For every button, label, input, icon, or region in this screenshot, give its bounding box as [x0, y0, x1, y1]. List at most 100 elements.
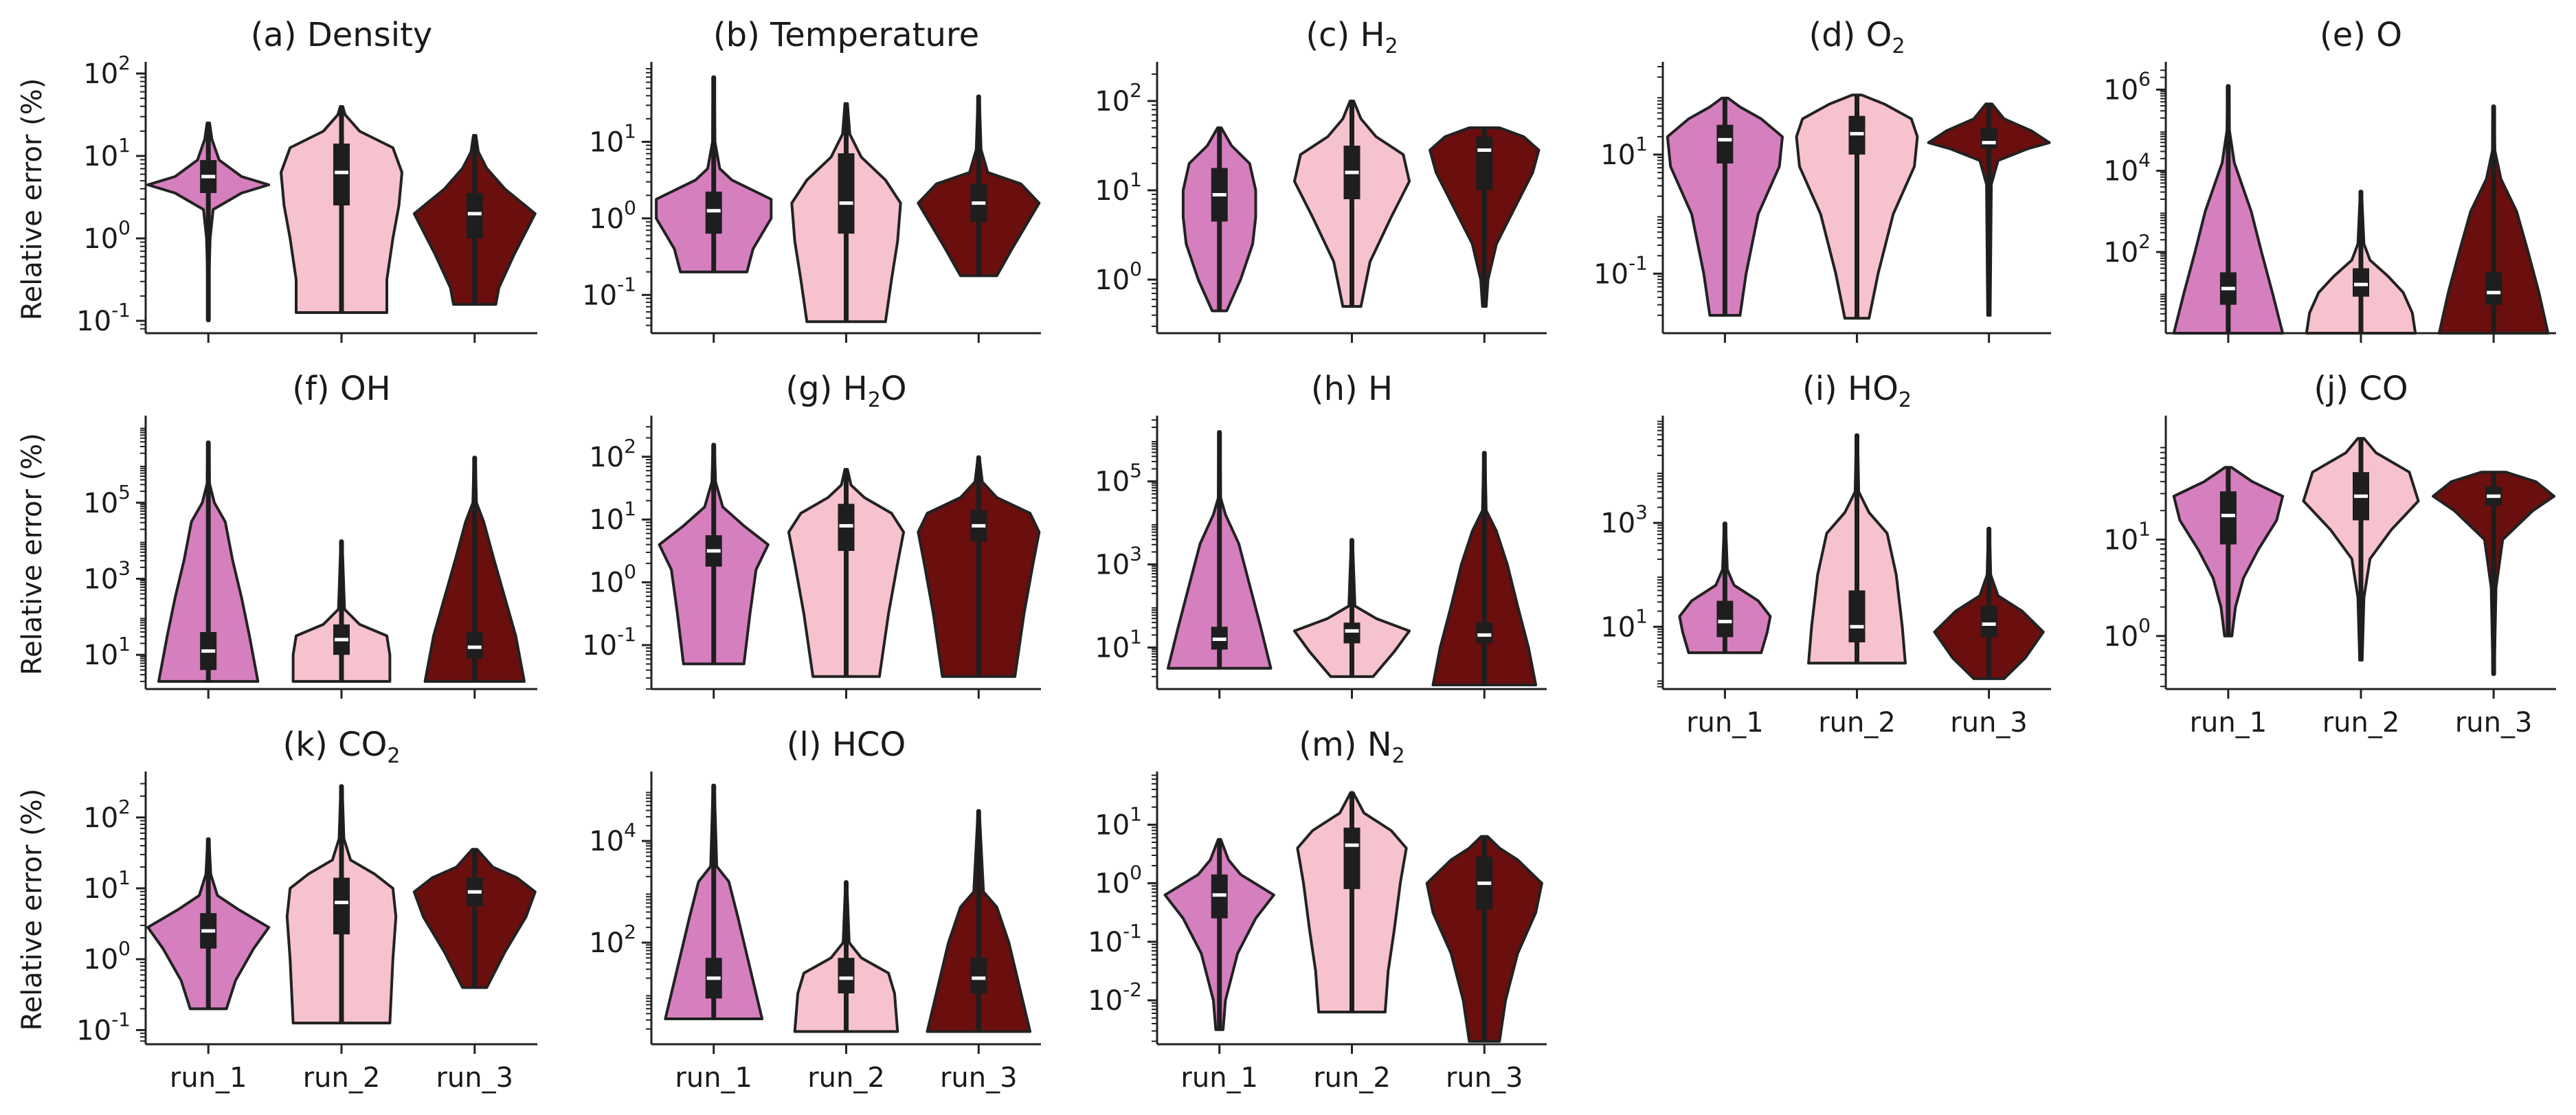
violin-run_1: [146, 122, 271, 343]
y-tick-label: 10-2: [1088, 978, 1142, 1017]
iqr-box: [2353, 268, 2369, 297]
y-tick-label: 103: [83, 556, 131, 595]
violin-run_3: [1429, 126, 1541, 343]
subplot-5: 102 104 106 (e) O: [2103, 16, 2556, 343]
y-tick-label: 101: [83, 866, 131, 905]
panel-title: (c) H2: [1306, 16, 1398, 58]
subplot-3: 100 101 102 (c) H2: [1095, 16, 1547, 343]
y-tick-label: 100: [2103, 614, 2151, 653]
violin-run_1: run_1: [1678, 521, 1772, 739]
panel-title: (g) H2O: [785, 370, 906, 412]
iqr-box: [1716, 124, 1734, 164]
y-tick-label: 105: [1095, 460, 1142, 498]
y-tick-label: 102: [589, 435, 636, 473]
violin-run_1: run_1: [2172, 466, 2285, 739]
y-tick-label: 104: [2103, 149, 2151, 188]
y-tick-label: 10-1: [76, 299, 131, 337]
subplot-13: 10-2 10-1 100 101 run_1 run_2 run_3 (m) N2: [1088, 725, 1547, 1094]
y-tick-label: 10-1: [582, 623, 636, 662]
violin-run_2: [1292, 538, 1411, 699]
subplot-2: 10-1 100 101 (b) Temperature: [582, 16, 1041, 343]
violin-run_1: [2172, 84, 2285, 343]
violin-run_3: [412, 134, 537, 343]
y-tick-label: 105: [83, 481, 131, 519]
violin-run_3: run_3: [412, 848, 537, 1094]
x-tick-label: run_3: [1446, 1062, 1523, 1094]
y-tick-label: 101: [589, 497, 636, 536]
panel-title: (l) HCO: [787, 725, 906, 764]
violin-run_3: [917, 94, 1041, 343]
violin-run_3: run_3: [1425, 835, 1543, 1094]
violin-run_3: [1927, 102, 2051, 343]
violin-run_1: [157, 440, 260, 699]
violin-run_2: run_2: [1296, 791, 1408, 1094]
violin-run_3: run_3: [926, 809, 1032, 1094]
y-axis-label: Relative error (%): [16, 78, 48, 321]
violin-run_1: [1181, 126, 1257, 343]
panel-title: (m) N2: [1299, 725, 1404, 768]
iqr-box: [970, 958, 987, 994]
violin-run_3: [917, 455, 1041, 699]
iqr-box: [2485, 272, 2502, 305]
y-tick-label: 10-1: [1593, 251, 1648, 290]
violin-run_1: [1666, 96, 1784, 343]
violin-run_2: [280, 105, 403, 343]
violin-run_2: [787, 468, 906, 699]
y-tick-label: 101: [2103, 517, 2151, 556]
y-tick-label: 100: [83, 937, 131, 976]
y-tick-label: 101: [83, 134, 131, 172]
x-tick-label: run_2: [303, 1062, 381, 1094]
panel-title: (j) CO: [2314, 370, 2408, 408]
x-tick-label: run_2: [807, 1062, 885, 1094]
iqr-box: [1476, 137, 1493, 190]
y-tick-label: 101: [83, 633, 131, 671]
subplot-6: 101 103 105 (f) OH Relative error (%): [16, 370, 537, 699]
y-tick-label: 103: [1095, 543, 1142, 581]
x-tick-label: run_3: [2455, 707, 2533, 739]
violin-run_1: run_1: [146, 837, 271, 1094]
x-tick-label: run_3: [940, 1062, 1018, 1094]
y-tick-label: 102: [83, 796, 131, 834]
y-tick-label: 10-1: [582, 273, 636, 311]
x-tick-label: run_2: [2322, 707, 2400, 739]
panel-title: (e) O: [2320, 16, 2402, 54]
y-tick-label: 100: [589, 196, 636, 235]
y-tick-label: 106: [2103, 67, 2151, 106]
y-tick-label: 101: [589, 120, 636, 158]
violin-run_3: run_3: [1933, 526, 2045, 739]
iqr-box: [1476, 622, 1493, 644]
subplot-8: 101 103 105 (h) H: [1095, 370, 1547, 699]
violin-run_3: run_3: [2432, 471, 2556, 739]
iqr-box: [1343, 622, 1360, 644]
iqr-box: [705, 191, 722, 234]
iqr-box: [1343, 827, 1360, 890]
subplot-1: 10-1 100 101 102 (a) Density Relative error (…: [16, 16, 537, 343]
x-tick-label: run_1: [2190, 707, 2267, 739]
y-tick-label: 102: [589, 921, 636, 959]
violin-run_3: [1431, 451, 1538, 699]
x-tick-label: run_2: [1313, 1062, 1391, 1094]
x-tick-label: run_3: [436, 1062, 513, 1094]
x-tick-label: run_1: [170, 1062, 247, 1094]
y-tick-label: 101: [1600, 133, 1648, 171]
y-tick-label: 101: [1095, 168, 1142, 207]
panel-title: (a) Density: [251, 16, 433, 54]
x-tick-label: run_1: [1180, 1062, 1258, 1094]
violin-run_1: run_1: [1163, 837, 1275, 1094]
subplot-11: 10-1 100 101 102 run_1 run_2 run_3 (k) CO2 Relat…: [16, 725, 537, 1094]
violin-run_2: run_2: [1807, 433, 1907, 739]
y-tick-label: 104: [589, 819, 636, 857]
iqr-box: [1716, 600, 1734, 638]
y-tick-label: 100: [1095, 861, 1142, 900]
y-tick-label: 103: [1600, 501, 1648, 539]
iqr-box: [1848, 590, 1866, 642]
x-tick-label: run_1: [1686, 707, 1764, 739]
subplot-9: 101 103 run_1 run_2 run_3 (i) HO2: [1600, 370, 2051, 739]
violin-run_3: [2437, 104, 2550, 343]
violin-run_2: run_2: [793, 880, 899, 1094]
violin-run_2: [790, 102, 902, 343]
violin-run_2: run_2: [2302, 437, 2420, 739]
panel-title: (k) CO2: [283, 725, 401, 768]
panel-title: (h) H: [1311, 370, 1393, 408]
y-tick-label: 100: [589, 561, 636, 599]
